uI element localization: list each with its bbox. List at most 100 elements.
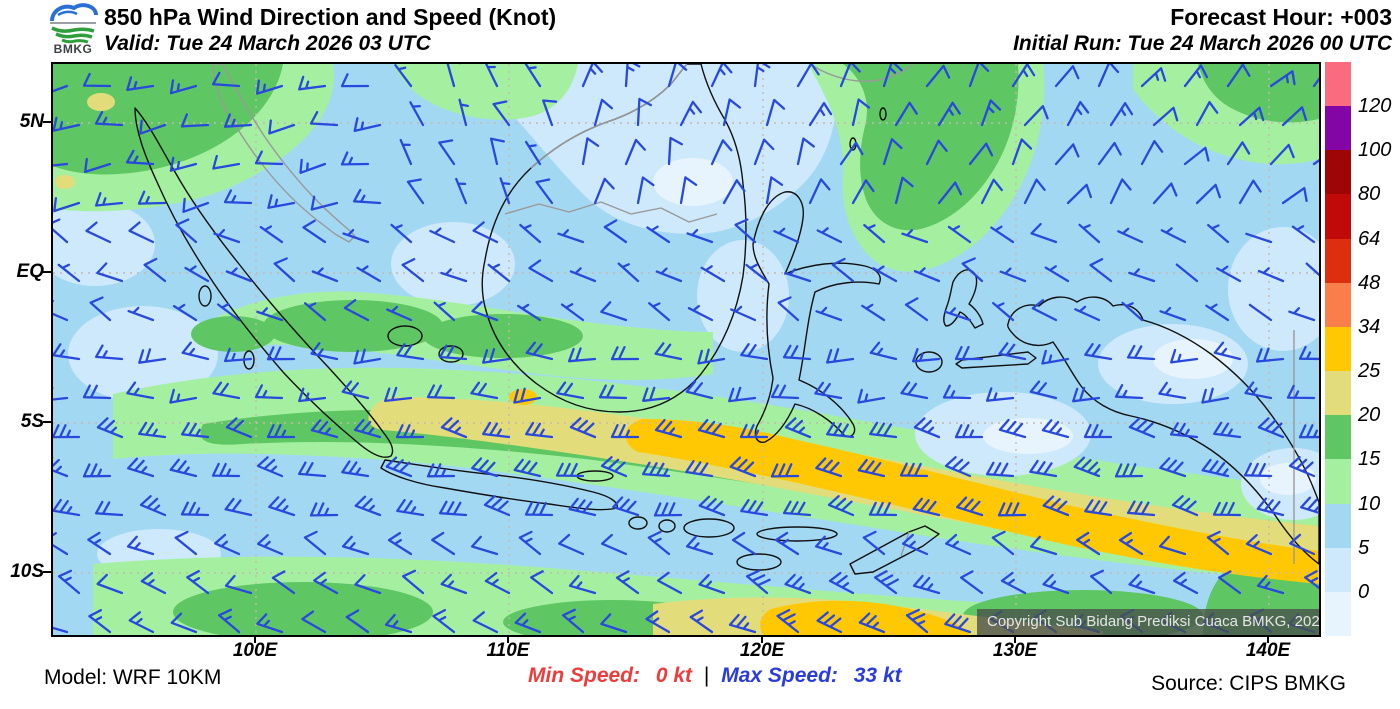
wind-barb bbox=[169, 458, 198, 478]
wind-barb bbox=[356, 265, 382, 283]
wind-barb bbox=[1238, 106, 1265, 127]
wind-barb bbox=[753, 64, 771, 88]
wind-barb bbox=[1076, 531, 1101, 556]
coast-mindanao bbox=[812, 64, 914, 82]
wind-barb bbox=[341, 460, 370, 478]
map-title: 850 hPa Wind Direction and Speed (Knot) bbox=[104, 4, 557, 30]
wind-barb bbox=[84, 157, 112, 174]
wind-barb bbox=[740, 343, 769, 361]
wind-barb bbox=[753, 138, 775, 166]
copyright-overlay: Copyright Sub Bidang Prediksi Cuaca BMKG… bbox=[977, 609, 1319, 635]
source-label: Source: CIPS BMKG bbox=[1151, 672, 1346, 695]
wind-barb bbox=[992, 301, 1015, 322]
valid-time: Valid: Tue 24 March 2026 03 UTC bbox=[104, 32, 431, 55]
wind-barb bbox=[1206, 530, 1230, 556]
colorbar-tick-label: 25 bbox=[1358, 360, 1381, 383]
wind-barb bbox=[998, 418, 1027, 439]
wind-map-canvas bbox=[53, 64, 1319, 635]
wind-barb bbox=[796, 64, 820, 88]
wind-barb bbox=[1226, 64, 1251, 88]
wind-barb bbox=[175, 218, 198, 244]
wind-barb bbox=[401, 569, 425, 595]
wind-barb bbox=[1298, 345, 1319, 361]
wind-barb bbox=[654, 418, 683, 439]
wind-barb bbox=[610, 346, 640, 361]
wind-barb bbox=[656, 571, 683, 595]
wind-barb bbox=[944, 456, 972, 478]
wind-barb bbox=[561, 608, 585, 634]
wind-barb bbox=[1248, 303, 1273, 322]
wind-barb bbox=[128, 221, 155, 244]
wind-barb bbox=[87, 531, 112, 556]
wind-barb bbox=[492, 100, 511, 127]
wind-barb bbox=[255, 79, 284, 95]
wind-barb bbox=[1072, 386, 1101, 403]
y-axis-tick bbox=[43, 121, 51, 123]
wind-barb bbox=[773, 227, 800, 244]
wind-barb bbox=[1140, 67, 1167, 88]
coast-sumbawa bbox=[683, 518, 735, 538]
wind-barb bbox=[313, 571, 339, 595]
wind-barb bbox=[483, 495, 511, 517]
wind-barb bbox=[169, 156, 198, 172]
wind-barb bbox=[731, 531, 757, 556]
wind-barb bbox=[722, 98, 742, 127]
y-axis-label: 5S bbox=[20, 411, 44, 432]
wind-barb bbox=[256, 534, 284, 556]
wind-barb bbox=[968, 142, 994, 166]
minmax-separator: | bbox=[703, 664, 710, 687]
wind-barb bbox=[1023, 105, 1049, 127]
wind-barb bbox=[1183, 64, 1209, 88]
wind-barb bbox=[912, 574, 941, 595]
wind-barb bbox=[839, 141, 864, 166]
wind-barb bbox=[667, 136, 684, 166]
wind-barb bbox=[440, 268, 468, 283]
colorbar-segment bbox=[1325, 371, 1351, 416]
wind-barb bbox=[900, 381, 929, 400]
wind-barb bbox=[636, 176, 655, 205]
wind-barb bbox=[945, 533, 972, 556]
wind-barb bbox=[310, 195, 339, 211]
wind-barb bbox=[225, 267, 253, 283]
wind-barb bbox=[990, 225, 1015, 244]
wind-barb bbox=[446, 64, 461, 88]
wind-barb bbox=[728, 613, 757, 634]
wind-barb bbox=[814, 535, 843, 556]
wind-barb bbox=[143, 257, 167, 283]
wind-barb bbox=[438, 139, 456, 166]
wind-barb bbox=[455, 177, 468, 205]
coast-nias bbox=[198, 285, 212, 307]
wind-barb bbox=[484, 571, 511, 595]
wind-barb bbox=[128, 611, 155, 634]
wind-barb bbox=[954, 424, 984, 439]
wind-barb bbox=[471, 457, 499, 478]
colorbar-tick-label: 15 bbox=[1358, 448, 1381, 471]
wind-barb bbox=[1084, 499, 1113, 517]
wind-barb bbox=[997, 502, 1027, 517]
wind-barb bbox=[615, 570, 640, 595]
wind-barb bbox=[1158, 535, 1187, 556]
wind-barb bbox=[1066, 183, 1093, 205]
wind-barb bbox=[1128, 573, 1156, 595]
wind-barb bbox=[524, 140, 542, 166]
wind-barb bbox=[394, 64, 413, 88]
wind-barb bbox=[1304, 570, 1319, 590]
wind-barb bbox=[137, 190, 167, 205]
wind-barb bbox=[569, 417, 597, 439]
wind-barb bbox=[354, 495, 382, 517]
wind-barb bbox=[310, 419, 339, 439]
wind-barb bbox=[440, 417, 468, 439]
wind-barb bbox=[223, 189, 253, 205]
wind-barb bbox=[1170, 348, 1199, 364]
wind-barb bbox=[1084, 342, 1113, 361]
wind-barb bbox=[998, 342, 1027, 361]
wind-barb bbox=[353, 117, 382, 133]
wind-barb bbox=[1212, 501, 1242, 517]
wind-barb bbox=[861, 303, 886, 322]
wind-barb bbox=[617, 262, 640, 283]
wind-barb bbox=[170, 612, 198, 634]
wind-barb bbox=[1288, 456, 1316, 478]
wind-barb bbox=[913, 267, 941, 283]
wind-barb bbox=[472, 611, 499, 634]
colorbar-segment bbox=[1325, 282, 1351, 327]
